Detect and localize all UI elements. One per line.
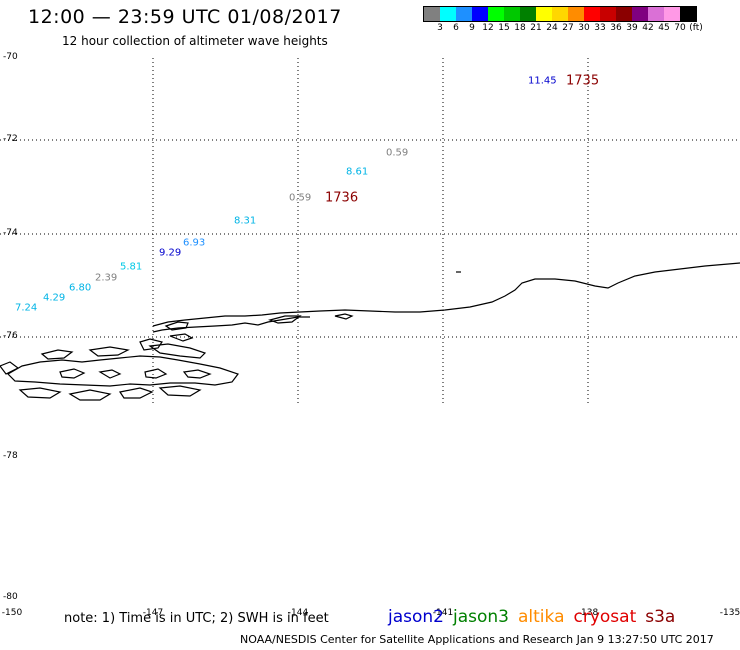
- color-scale-tick: 27: [562, 23, 574, 33]
- lat-label: -78: [3, 451, 18, 461]
- color-scale-tick: 9: [469, 23, 475, 33]
- map-title: 12:00 — 23:59 UTC 01/08/2017: [28, 6, 342, 28]
- color-swatch: [424, 7, 440, 21]
- color-scale-tick: 3: [437, 23, 443, 33]
- color-swatch: [440, 7, 456, 21]
- color-scale-tick: 15: [498, 23, 510, 33]
- color-swatch: [616, 7, 632, 21]
- legend-item-jason2: jason2: [388, 607, 444, 627]
- color-swatch: [632, 7, 648, 21]
- lon-label: -141: [432, 608, 454, 618]
- color-swatch: [488, 7, 504, 21]
- color-swatch: [568, 7, 584, 21]
- color-scale-tick: 21: [530, 23, 542, 33]
- color-swatch: [600, 7, 616, 21]
- lon-label: -138: [577, 608, 599, 618]
- legend-item-s3a: s3a: [645, 607, 676, 627]
- wave-height-value: 4.29: [43, 292, 66, 304]
- graticule: [0, 58, 740, 405]
- color-scale-tick: 24: [546, 23, 558, 33]
- color-scale-tick: 6: [453, 23, 459, 33]
- color-scale-bar: [423, 6, 697, 22]
- color-swatch: [584, 7, 600, 21]
- lat-label: -72: [3, 134, 18, 144]
- color-scale-tick: 45: [658, 23, 670, 33]
- color-swatch: [472, 7, 488, 21]
- color-swatch: [680, 7, 696, 21]
- color-scale-tick: 36: [610, 23, 622, 33]
- color-swatch: [664, 7, 680, 21]
- wave-height-value: 6.80: [69, 282, 92, 294]
- color-scale-tick: (ft): [689, 23, 703, 33]
- color-scale-tick: 39: [626, 23, 638, 33]
- units-note: note: 1) Time is in UTC; 2) SWH is in fe…: [64, 611, 329, 626]
- wave-height-value: 7.24: [15, 302, 38, 314]
- color-scale-tick: 12: [482, 23, 494, 33]
- pass-time-label: 1736: [325, 190, 359, 206]
- lat-label: -70: [3, 52, 18, 62]
- color-scale-tick: 18: [514, 23, 526, 33]
- color-scale-tick: 33: [594, 23, 606, 33]
- color-scale-tick: 42: [642, 23, 654, 33]
- map-subtitle: 12 hour collection of altimeter wave hei…: [62, 34, 328, 48]
- color-scale-tick: 30: [578, 23, 590, 33]
- lon-label: -135: [719, 608, 740, 618]
- wave-height-value: 8.31: [234, 215, 257, 227]
- wave-height-value: 6.93: [183, 237, 206, 249]
- legend-item-altika: altika: [518, 607, 565, 627]
- wave-height-value: 9.29: [159, 247, 182, 259]
- wave-height-value: 0.59: [386, 147, 409, 159]
- pass-time-label: 1735: [566, 73, 600, 89]
- satellite-legend: jason2 jason3 altika cryosat s3a: [388, 607, 684, 627]
- color-swatch: [552, 7, 568, 21]
- color-swatch: [504, 7, 520, 21]
- wave-height-value: 11.45: [528, 75, 557, 87]
- color-swatch: [536, 7, 552, 21]
- wave-height-value: 8.61: [346, 166, 369, 178]
- lat-label: -76: [3, 331, 18, 341]
- legend-item-jason3: jason3: [453, 607, 509, 627]
- legend-item-cryosat: cryosat: [573, 607, 637, 627]
- wave-height-value: 5.81: [120, 261, 143, 273]
- color-swatch: [648, 7, 664, 21]
- lon-label: -144: [287, 608, 309, 618]
- color-swatch: [456, 7, 472, 21]
- lat-label: -74: [3, 228, 18, 238]
- wave-height-value: 2.39: [95, 272, 118, 284]
- wave-height-value: 0.59: [289, 192, 312, 204]
- color-swatch: [520, 7, 536, 21]
- credit-line: NOAA/NESDIS Center for Satellite Applica…: [240, 633, 714, 646]
- lon-label: -147: [142, 608, 164, 618]
- lon-label: -150: [1, 608, 23, 618]
- lat-label: -80: [3, 592, 18, 602]
- color-scale-tick: 70: [674, 23, 686, 33]
- coastline: [0, 262, 740, 401]
